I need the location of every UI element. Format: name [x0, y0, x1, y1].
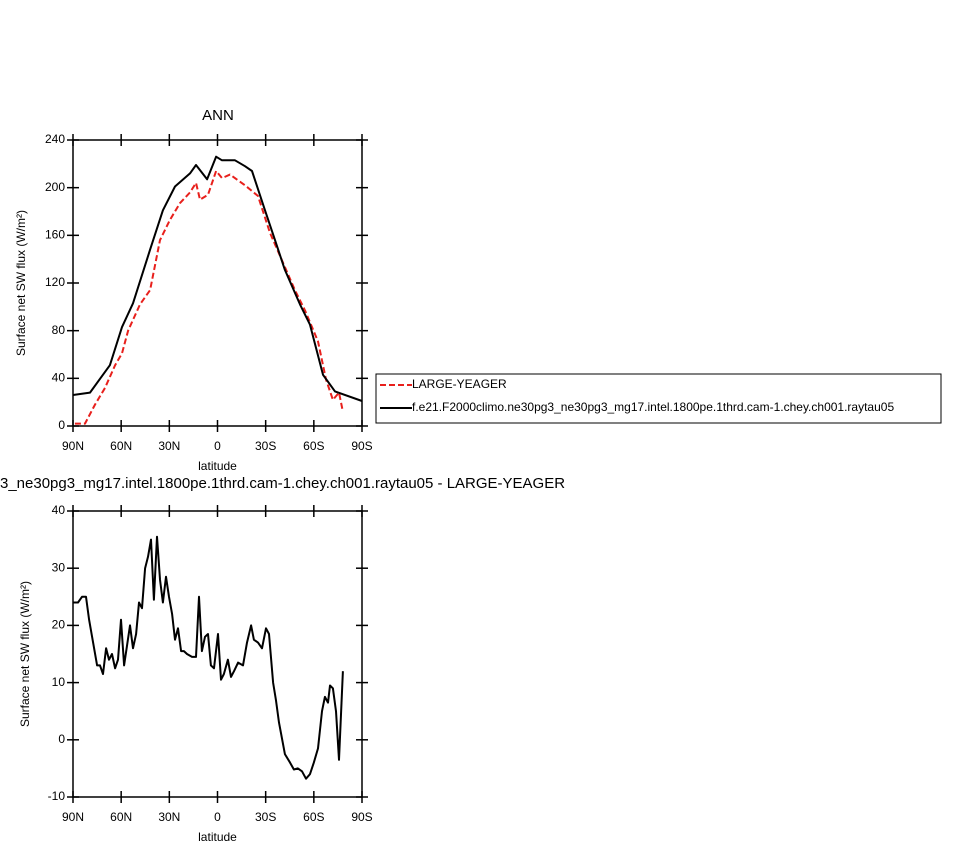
y-tick-label: -10 — [48, 789, 66, 803]
y-tick-label: 0 — [58, 418, 65, 432]
y-tick-label: 20 — [52, 618, 66, 632]
plot-frame — [72, 139, 363, 427]
x-tick-label: 30S — [255, 439, 276, 453]
x-tick-label: 60S — [303, 810, 324, 824]
chart-title: 3_ne30pg3_mg17.intel.1800pe.1thrd.cam-1.… — [0, 475, 565, 492]
x-tick-label: 30N — [158, 810, 180, 824]
x-axis-label: latitude — [198, 830, 237, 844]
x-tick-label: 90S — [351, 810, 372, 824]
legend-label: LARGE-YEAGER — [412, 377, 507, 391]
x-tick-label: 0 — [214, 810, 221, 824]
y-axis-label: Surface net SW flux (W/m²) — [18, 581, 32, 727]
x-tick-label: 90N — [62, 439, 84, 453]
x-axis-label: latitude — [198, 459, 237, 473]
chart-title: ANN — [202, 107, 234, 124]
x-tick-label: 0 — [214, 439, 221, 453]
y-tick-label: 200 — [45, 180, 65, 194]
data-line — [73, 535, 344, 780]
y-tick-label: 160 — [45, 228, 65, 242]
y-tick-label: 80 — [52, 323, 66, 337]
y-tick-label: 10 — [52, 675, 66, 689]
x-tick-label: 90S — [351, 439, 372, 453]
x-tick-label: 60N — [110, 810, 132, 824]
legend-frame — [375, 373, 942, 424]
data-line — [72, 155, 363, 402]
x-tick-label: 90N — [62, 810, 84, 824]
data-line — [74, 170, 344, 425]
legend-label: f.e21.F2000climo.ne30pg3_ne30pg3_mg17.in… — [412, 400, 894, 414]
y-axis-label: Surface net SW flux (W/m²) — [14, 210, 28, 356]
x-tick-label: 30N — [158, 439, 180, 453]
y-tick-label: 40 — [52, 371, 66, 385]
plot-frame — [72, 510, 363, 798]
y-tick-label: 40 — [52, 503, 66, 517]
y-tick-label: 30 — [52, 560, 66, 574]
x-tick-label: 30S — [255, 810, 276, 824]
y-tick-label: 240 — [45, 132, 65, 146]
legend: LARGE-YEAGER f.e21.F2000climo.ne30pg3_ne3… — [375, 373, 942, 424]
y-tick-label: 120 — [45, 275, 65, 289]
y-tick-label: 0 — [58, 732, 65, 746]
x-tick-label: 60N — [110, 439, 132, 453]
x-tick-label: 60S — [303, 439, 324, 453]
